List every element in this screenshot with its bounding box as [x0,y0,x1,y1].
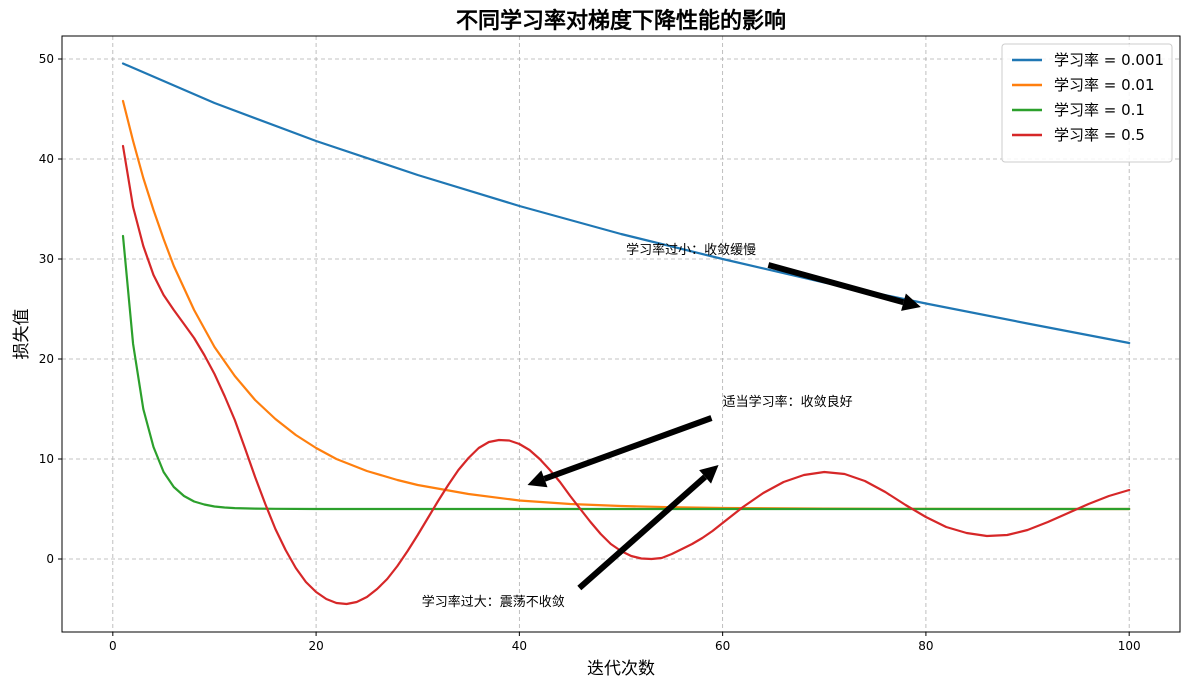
x-tick-label: 60 [715,639,730,653]
plot-area-frame [61,35,1181,633]
series-lines [121,62,1131,606]
x-tick-label: 20 [308,639,323,653]
legend-entry-label: 学习率 = 0.5 [1054,126,1145,144]
annotation-arrow-shaft [543,415,713,482]
x-tick-label: 40 [512,639,527,653]
series-line-2 [121,99,1131,511]
x-tick-label: 80 [918,639,933,653]
axis-ticks: 0 20 40 60 80 100 0 10 20 30 40 50 [39,52,1141,653]
annotation-arrow-shaft [767,262,905,306]
y-tick-label: 20 [39,352,54,366]
chart-title: 不同学习率对梯度下降性能的影响 [456,8,786,34]
legend: 学习率 = 0.001 学习率 = 0.01 学习率 = 0.1 学习率 = 0.5 [1001,43,1173,163]
annotation-label-3: 学习率过大：震荡不收敛 [422,594,565,610]
series-line-4 [121,144,1131,606]
series-line-1 [121,62,1131,345]
grid [62,36,1180,632]
y-axis-label: 损失值 [12,309,32,360]
legend-box [1001,43,1173,163]
y-tick-label: 40 [39,152,54,166]
annotation-arrow-head [527,470,548,488]
annotation-label-1: 学习率过小：收敛缓慢 [626,242,756,258]
legend-entry-label: 学习率 = 0.01 [1054,76,1155,94]
legend-entry-label: 学习率 = 0.001 [1054,51,1164,69]
y-tick-label: 50 [39,52,54,66]
annotation-label-2: 适当学习率：收敛良好 [723,394,853,410]
annotation-arrow-shaft [577,474,708,591]
legend-entry-label: 学习率 = 0.1 [1054,101,1145,119]
series-line-3 [121,234,1131,511]
annotation-arrow-head [901,293,921,311]
y-tick-label: 0 [46,552,54,566]
x-axis-label: 迭代次数 [587,659,655,679]
y-tick-label: 30 [39,252,54,266]
x-tick-label: 100 [1118,639,1141,653]
y-tick-label: 10 [39,452,54,466]
annotation-arrow-head [699,465,719,484]
x-tick-label: 0 [109,639,117,653]
